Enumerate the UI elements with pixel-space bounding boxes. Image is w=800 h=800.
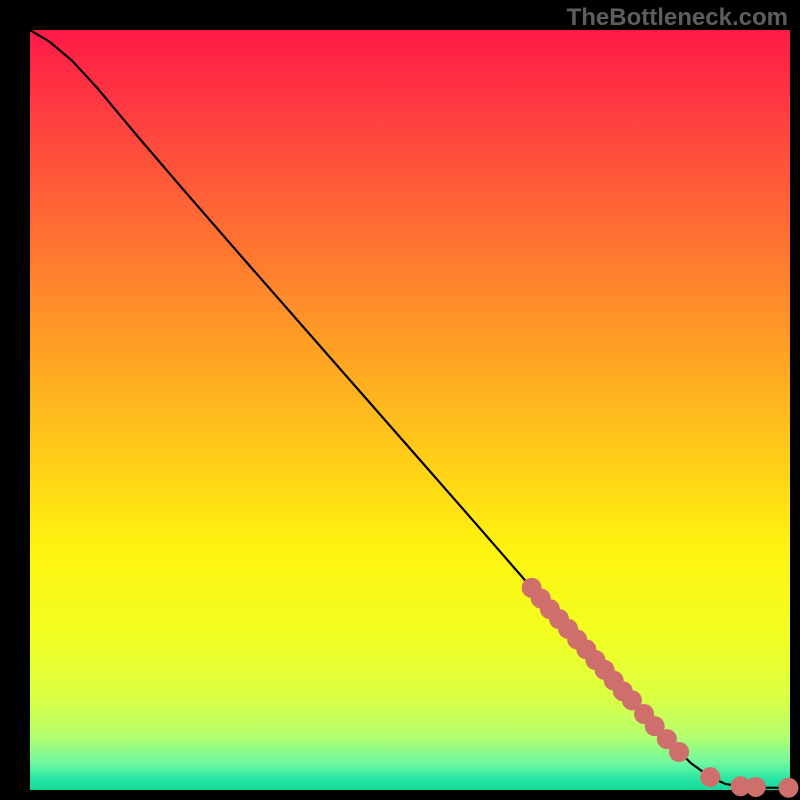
data-marker [700, 767, 720, 787]
data-marker [669, 742, 689, 762]
data-marker [778, 778, 798, 798]
data-marker [746, 777, 766, 797]
watermark-text: TheBottleneck.com [567, 4, 788, 32]
bottleneck-chart [0, 0, 800, 800]
stage: TheBottleneck.com [0, 0, 800, 800]
